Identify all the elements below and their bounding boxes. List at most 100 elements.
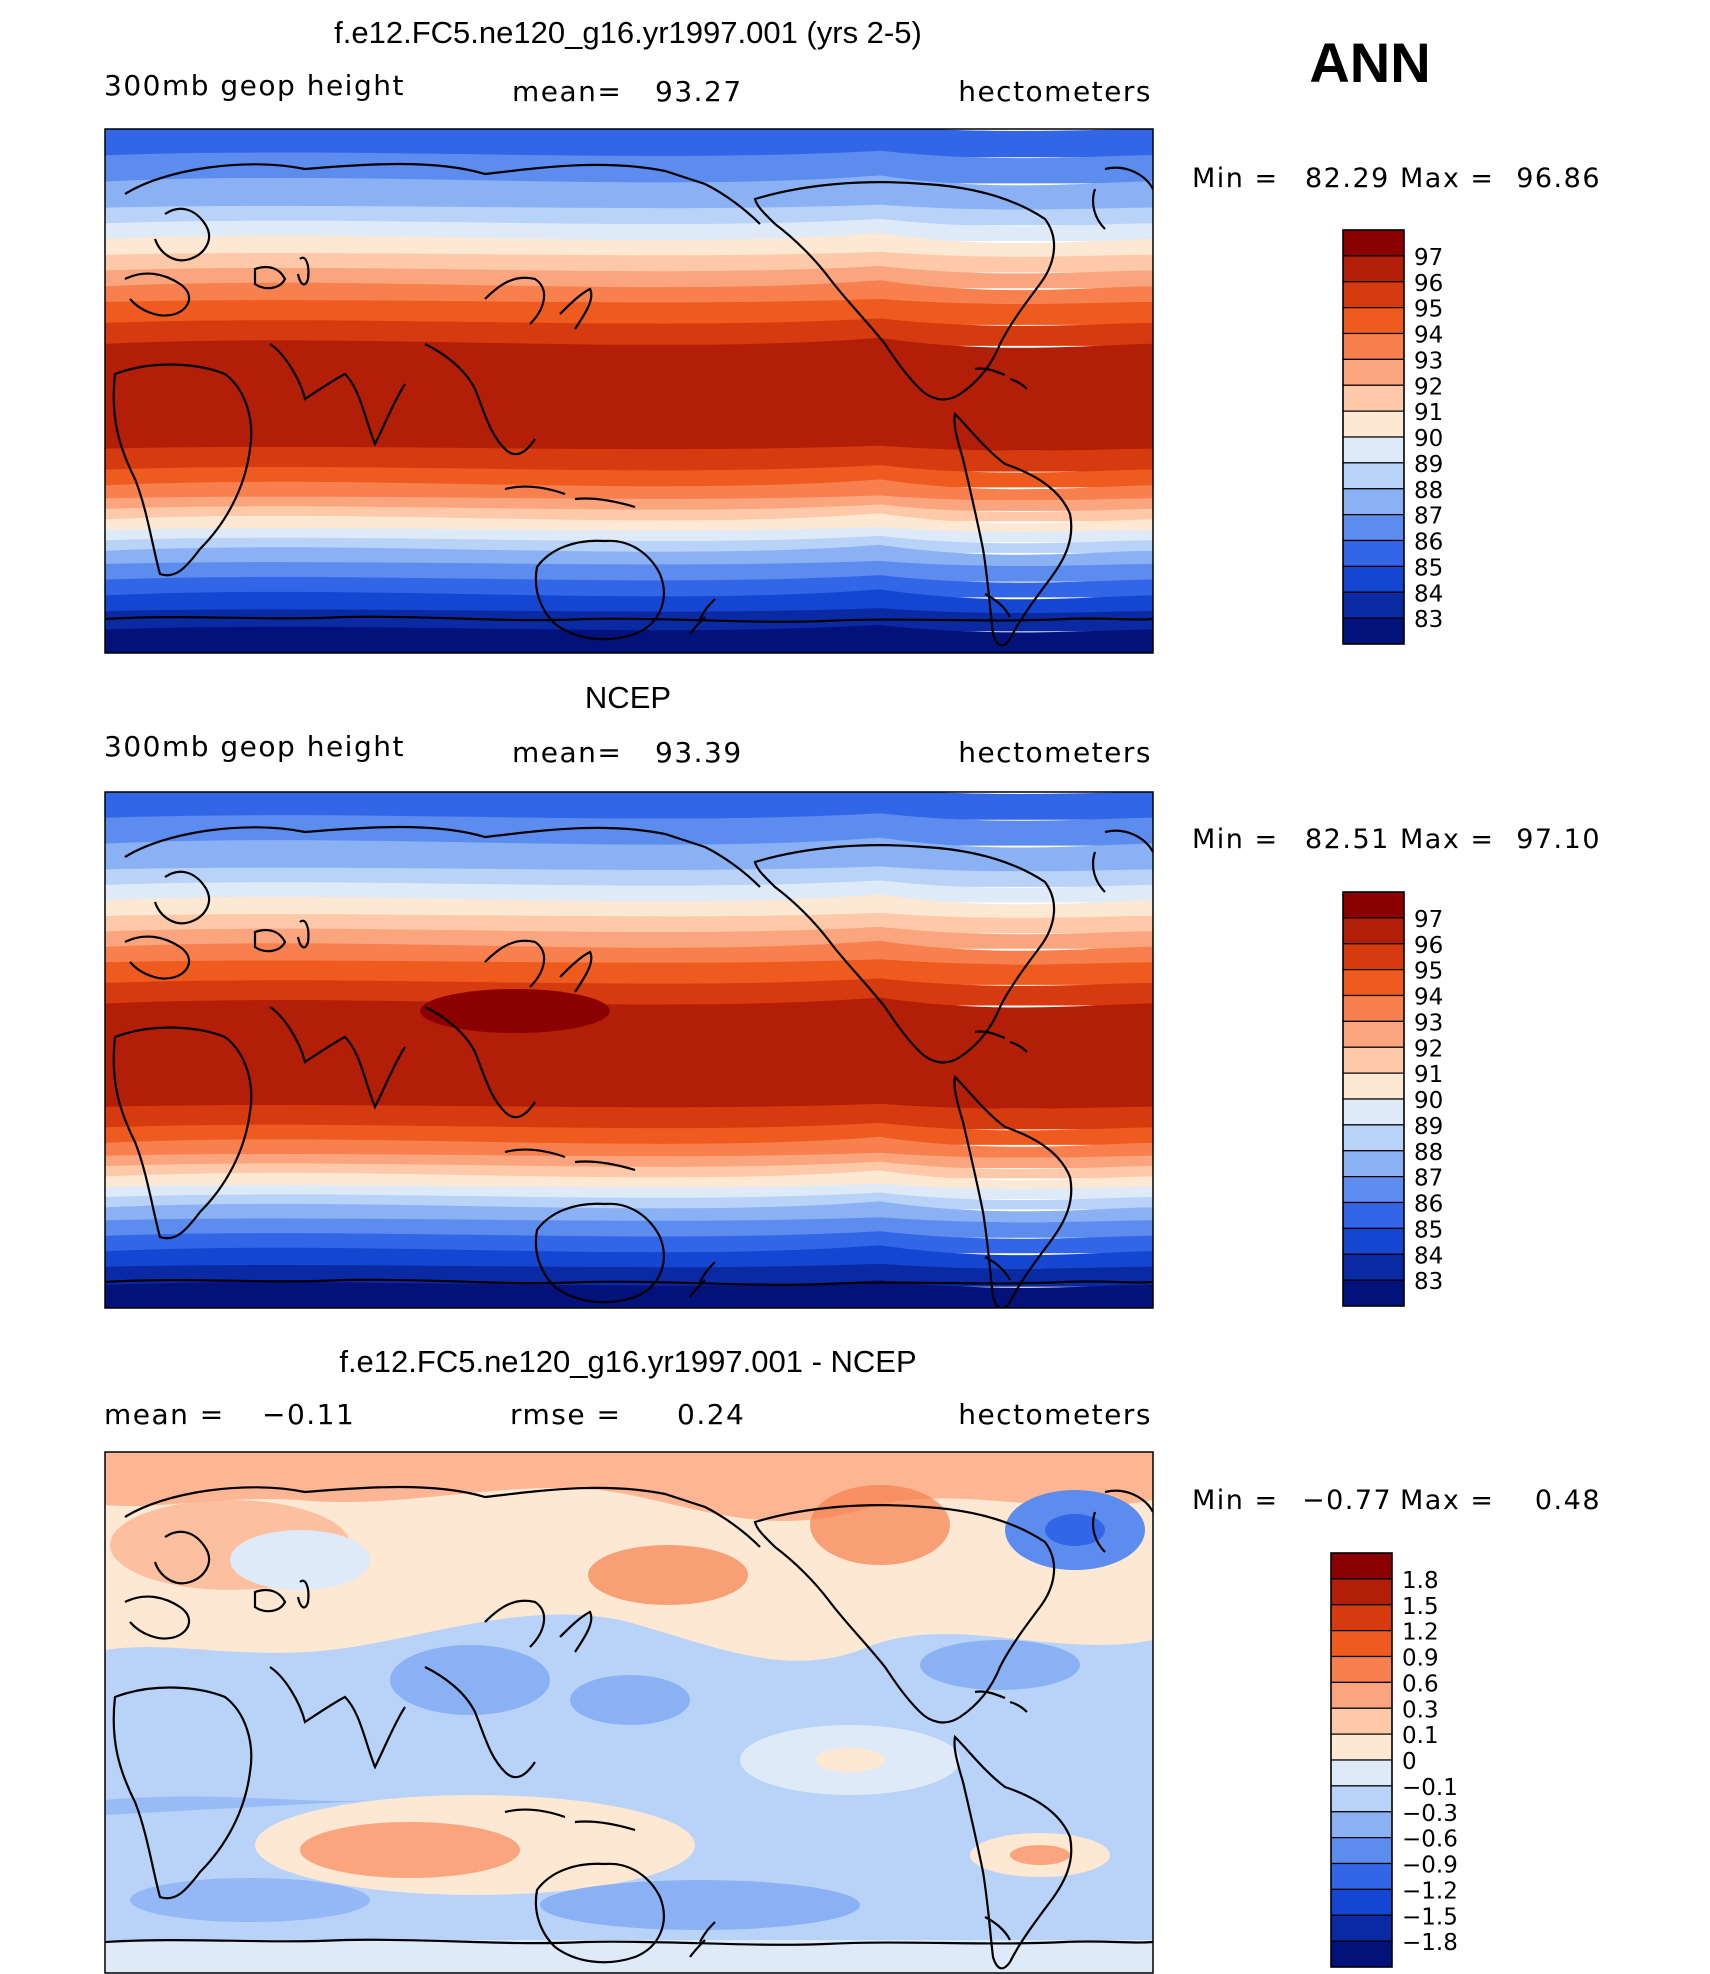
contour-band <box>105 445 1153 472</box>
map-frame <box>104 128 1154 654</box>
colorbar-tick-label: 1.8 <box>1402 1568 1439 1594</box>
positive-anomaly <box>300 1822 520 1878</box>
max-value: 97.10 <box>1516 824 1601 855</box>
colorbar-swatch <box>1330 1707 1393 1735</box>
rmse-label: rmse = <box>510 1398 621 1431</box>
colorbar-swatch <box>1342 255 1405 283</box>
colorbar-swatch <box>1330 1862 1393 1890</box>
antarctic-band <box>105 1940 1153 1974</box>
colorbar-swatch <box>1330 1552 1393 1580</box>
contour-band <box>105 1136 1153 1158</box>
colorbar-swatch <box>1342 1124 1405 1152</box>
colorbar-tick-label: 96 <box>1414 271 1443 297</box>
warm-pool-contour <box>420 989 610 1033</box>
colorbar-swatch <box>1330 1811 1393 1839</box>
colorbar-swatch <box>1342 1072 1405 1100</box>
colorbar-tick-label: 94 <box>1414 323 1443 349</box>
mean-label: mean = <box>104 1398 225 1431</box>
colorbar-swatch <box>1342 1201 1405 1229</box>
min-value: 82.51 <box>1305 824 1390 855</box>
colorbar-swatch <box>1342 994 1405 1022</box>
colorbar-swatch <box>1342 591 1405 619</box>
colorbar-swatch <box>1342 307 1405 335</box>
colorbar-tick-label: 93 <box>1414 1010 1443 1036</box>
colorbar-tick-label: 87 <box>1414 504 1443 530</box>
colorbar-tick-label: 90 <box>1414 1088 1443 1114</box>
colorbar-swatch <box>1330 1785 1393 1813</box>
colorbar-swatch <box>1342 1279 1405 1307</box>
colorbar-tick-label: −1.2 <box>1402 1878 1458 1904</box>
map-frame <box>104 1451 1154 1974</box>
colorbar-tick-label: 85 <box>1414 1217 1443 1243</box>
colorbar: 1.81.51.20.90.60.30.10−0.1−0.3−0.6−0.9−1… <box>1330 1552 1458 1968</box>
contour-band <box>105 1170 1153 1189</box>
colorbar-swatch <box>1330 1630 1393 1658</box>
contour-band <box>105 1263 1153 1287</box>
contour-band <box>105 589 1153 614</box>
colorbar-tick-label: 0.6 <box>1402 1671 1439 1697</box>
colorbar-swatch <box>1342 1253 1405 1281</box>
units-label: hectometers <box>958 75 1152 108</box>
colorbar-swatch <box>1342 1227 1405 1255</box>
colorbar-swatch <box>1330 1578 1393 1606</box>
colorbar-swatch <box>1342 410 1405 438</box>
contour-band <box>105 479 1153 501</box>
colorbar-swatch <box>1342 358 1405 386</box>
colorbar-tick-label: 0.3 <box>1402 1697 1439 1723</box>
colorbar-frame <box>1330 1552 1393 1968</box>
colorbar-tick-label: 85 <box>1414 555 1443 581</box>
contour-band <box>105 894 1153 918</box>
colorbar-tick-label: 94 <box>1414 985 1443 1011</box>
colorbar-tick-label: 95 <box>1414 297 1443 323</box>
contour-band <box>105 318 1153 346</box>
colorbar-swatch <box>1342 617 1405 645</box>
variable-label: 300mb geop height <box>104 730 405 763</box>
map-diff <box>105 1452 1153 1974</box>
contour-band <box>105 1103 1153 1130</box>
colorbar-swatch <box>1330 1888 1393 1916</box>
colorbar-swatch <box>1342 514 1405 542</box>
colorbar-tick-label: 0.9 <box>1402 1646 1439 1672</box>
colorbar-swatch <box>1330 1837 1393 1865</box>
contour-band <box>105 233 1153 257</box>
colorbar-tick-label: −1.8 <box>1402 1930 1458 1956</box>
units-label: hectometers <box>958 736 1152 769</box>
colorbar-swatch <box>1330 1655 1393 1683</box>
negative-anomaly <box>570 1675 690 1725</box>
colorbar-tick-label: 1.2 <box>1402 1620 1439 1646</box>
mean-value: −0.11 <box>262 1398 355 1431</box>
colorbar-tick-label: 91 <box>1414 400 1443 426</box>
contour-band <box>105 544 1153 566</box>
colorbar-swatch <box>1342 565 1405 593</box>
colorbar-swatch <box>1330 1681 1393 1709</box>
colorbar-tick-label: 91 <box>1414 1062 1443 1088</box>
negative-anomaly <box>540 1880 860 1930</box>
colorbar-swatch <box>1342 462 1405 490</box>
colorbar-tick-label: 95 <box>1414 959 1443 985</box>
colorbar-frame <box>1342 891 1405 1307</box>
max-label: Max = <box>1400 1485 1495 1516</box>
min-value: −0.77 <box>1302 1485 1392 1516</box>
max-value: 96.86 <box>1516 163 1601 194</box>
contour-band <box>105 940 1153 965</box>
colorbar-swatch <box>1342 1046 1405 1074</box>
contour-band <box>105 298 1153 325</box>
colorbar-frame <box>1342 229 1405 645</box>
colorbar-tick-label: 89 <box>1414 452 1443 478</box>
colorbar-tick-label: 93 <box>1414 348 1443 374</box>
colorbar-tick-label: −0.1 <box>1402 1775 1458 1801</box>
colorbar-tick-label: 83 <box>1414 607 1443 633</box>
contour-band <box>105 175 1153 210</box>
colorbar-tick-label: 87 <box>1414 1166 1443 1192</box>
colorbar-tick-label: 88 <box>1414 478 1443 504</box>
positive-anomaly <box>815 1748 885 1772</box>
contour-band <box>105 978 1153 1006</box>
rmse-value: 0.24 <box>677 1398 745 1431</box>
colorbar-swatch <box>1330 1604 1393 1632</box>
max-value: 0.48 <box>1535 1485 1601 1516</box>
colorbar-tick-label: −0.6 <box>1402 1827 1458 1853</box>
colorbar-swatch <box>1342 1176 1405 1204</box>
variable-label: 300mb geop height <box>104 69 405 102</box>
